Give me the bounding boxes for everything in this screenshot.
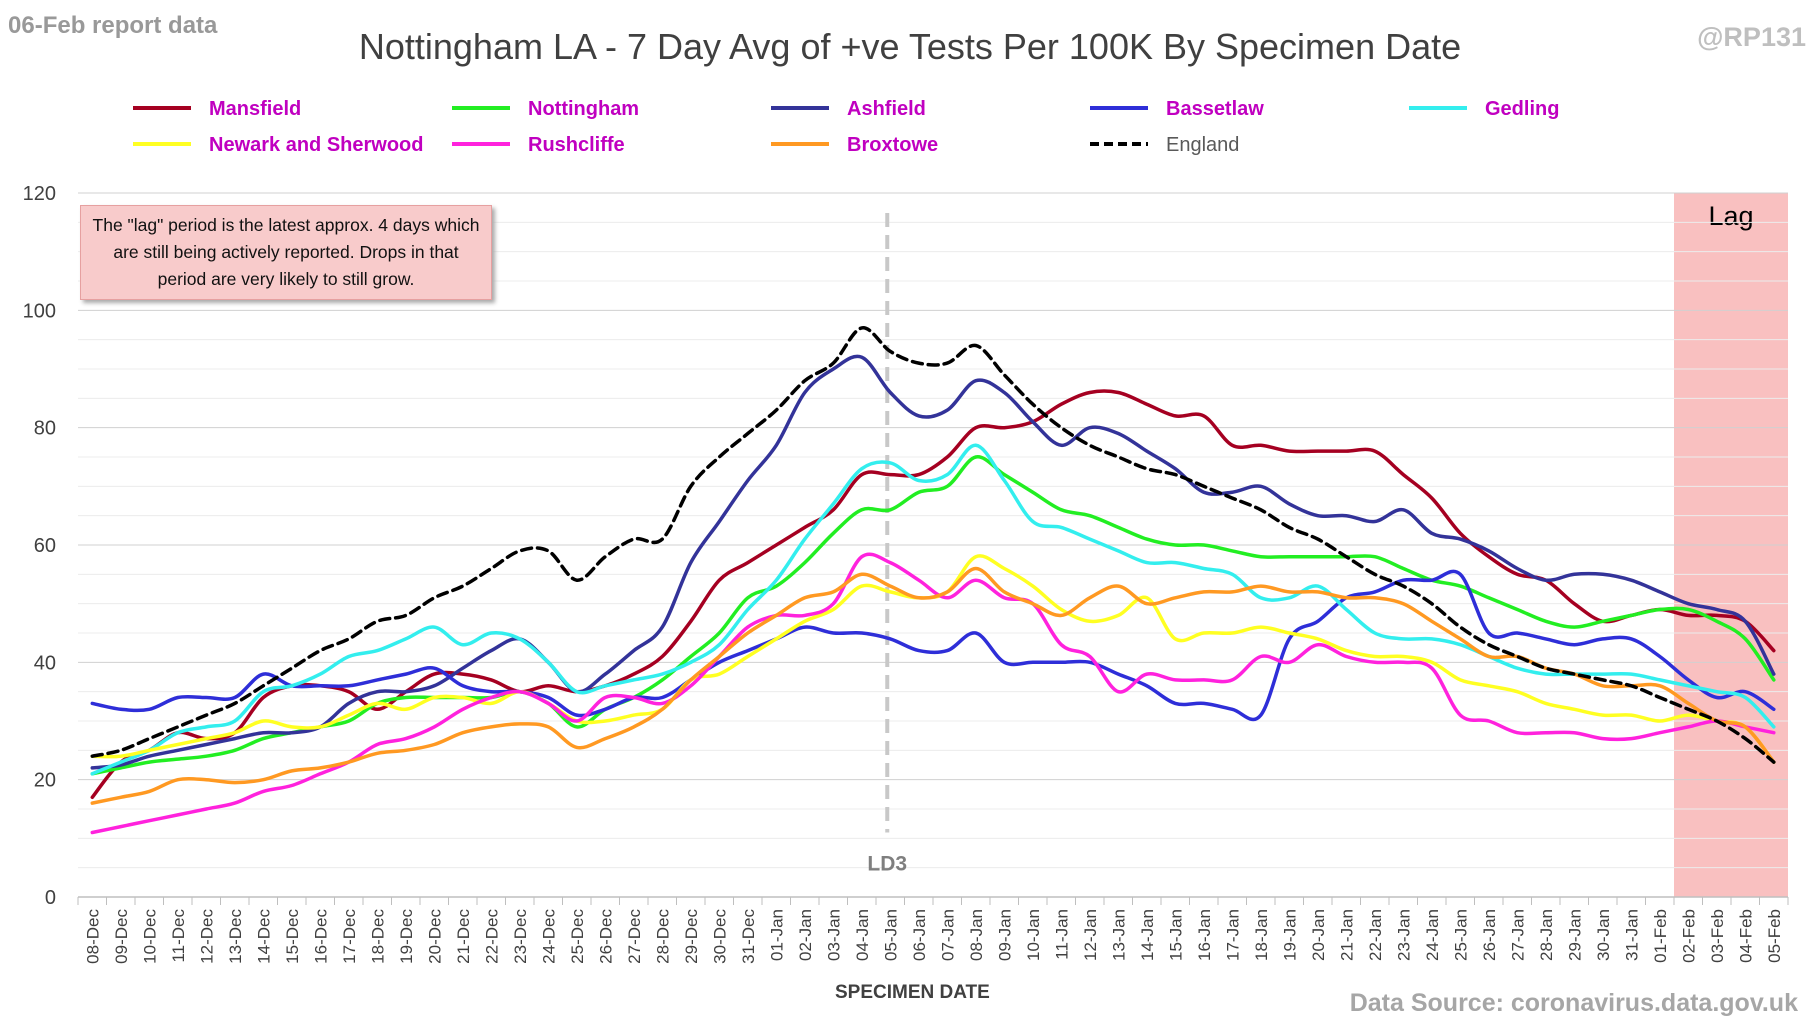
x-tick-label: 04-Jan <box>853 909 872 961</box>
x-tick-label: 18-Dec <box>368 909 387 964</box>
x-tick-label: 31-Jan <box>1622 909 1641 961</box>
x-tick-label: 23-Dec <box>511 909 530 964</box>
series-line-bassetlaw <box>90 569 1776 722</box>
author-handle: @RP131 <box>1697 22 1806 52</box>
x-tick-label: 21-Jan <box>1337 909 1356 961</box>
legend-label-rushcliffe: Rushcliffe <box>528 134 625 156</box>
x-tick-label: 25-Jan <box>1451 909 1470 961</box>
legend-label-broxtowe: Broxtowe <box>847 134 938 156</box>
legend-label-gedling: Gedling <box>1485 98 1559 120</box>
x-tick-label: 08-Jan <box>967 909 986 961</box>
x-tick-label: 03-Jan <box>824 909 843 961</box>
x-tick-label: 24-Dec <box>539 909 558 964</box>
lag-note: The "lag" period is the latest approx. 4… <box>80 205 492 300</box>
y-tick-label: 80 <box>34 418 56 440</box>
x-tick-label: 22-Jan <box>1366 909 1385 961</box>
x-tick-label: 12-Dec <box>197 909 216 964</box>
legend-label-nottingham: Nottingham <box>528 98 639 120</box>
series-line-broxtowe <box>90 566 1776 805</box>
series-line-mansfield <box>90 389 1776 800</box>
x-tick-label: 13-Dec <box>226 909 245 964</box>
x-tick-label: 09-Jan <box>995 909 1014 961</box>
x-tick-label: 15-Dec <box>283 909 302 964</box>
y-tick-label: 40 <box>34 652 56 674</box>
series-line-nottingham <box>90 455 1776 776</box>
x-tick-label: 13-Jan <box>1109 909 1128 961</box>
x-tick-label: 15-Jan <box>1166 909 1185 961</box>
x-tick-label: 20-Jan <box>1309 909 1328 961</box>
x-tick-label: 04-Feb <box>1736 909 1755 963</box>
y-tick-label: 20 <box>34 770 56 792</box>
chart-series <box>90 326 1776 835</box>
x-tick-label: 28-Dec <box>653 909 672 964</box>
x-tick-label: 09-Dec <box>112 909 131 964</box>
x-tick-label: 14-Dec <box>254 909 273 964</box>
x-tick-label: 25-Dec <box>568 909 587 964</box>
x-tick-label: 10-Jan <box>1024 909 1043 961</box>
lag-label: Lag <box>1708 201 1753 231</box>
x-tick-label: 26-Jan <box>1480 909 1499 961</box>
legend-label-bassetlaw: Bassetlaw <box>1166 98 1264 120</box>
x-tick-label: 06-Jan <box>910 909 929 961</box>
ld3-label: LD3 <box>867 852 907 875</box>
x-tick-label: 02-Feb <box>1679 909 1698 963</box>
x-tick-label: 12-Jan <box>1081 909 1100 961</box>
x-tick-label: 31-Dec <box>739 909 758 964</box>
x-tick-label: 01-Jan <box>767 909 786 961</box>
x-tick-label: 08-Dec <box>83 909 102 964</box>
x-tick-label: 02-Jan <box>796 909 815 961</box>
x-tick-label: 05-Jan <box>881 909 900 961</box>
x-tick-label: 26-Dec <box>596 909 615 964</box>
x-tick-label: 20-Dec <box>425 909 444 964</box>
chart-title: Nottingham LA - 7 Day Avg of +ve Tests P… <box>358 26 1462 67</box>
x-tick-label: 05-Feb <box>1765 909 1784 963</box>
series-line-england <box>90 326 1776 764</box>
x-tick-label: 11-Jan <box>1052 909 1071 960</box>
x-tick-label: 18-Jan <box>1252 909 1271 961</box>
y-tick-label: 120 <box>23 183 56 205</box>
x-tick-label: 19-Dec <box>397 909 416 964</box>
x-tick-label: 22-Dec <box>482 909 501 964</box>
x-tick-label: 16-Dec <box>311 909 330 964</box>
x-tick-label: 10-Dec <box>140 909 159 964</box>
legend-label-mansfield: Mansfield <box>209 98 301 120</box>
x-tick-label: 01-Feb <box>1651 909 1670 963</box>
series-line-rushcliffe <box>90 552 1776 835</box>
data-source: Data Source: coronavirus.data.gov.uk <box>1349 989 1798 1017</box>
x-tick-label: 17-Jan <box>1223 909 1242 961</box>
x-tick-label: 16-Jan <box>1195 909 1214 961</box>
y-tick-label: 60 <box>34 535 56 557</box>
x-tick-label: 28-Jan <box>1537 909 1556 961</box>
y-tick-label: 0 <box>45 887 56 909</box>
chart-gridlines <box>78 192 1788 898</box>
ld3-marker: LD3 <box>867 213 907 875</box>
chart-legend: Mansfield Nottingham Ashfield Bassetlaw Gedl… <box>133 98 1559 156</box>
x-tick-label: 30-Dec <box>710 909 729 964</box>
chart-axes: 0 20 40 60 80 100 120 08-Dec 09-Dec 10-Dec 11-Dec 1… <box>23 183 1789 964</box>
x-tick-label: 14-Jan <box>1138 909 1157 961</box>
series-line-ashfield <box>90 354 1776 770</box>
x-tick-label: 27-Jan <box>1508 909 1527 961</box>
y-tick-label: 100 <box>23 300 56 322</box>
legend-label-newark-and-sherwood: Newark and Sherwood <box>209 134 424 156</box>
x-tick-label: 29-Dec <box>682 909 701 964</box>
x-tick-label: 29-Jan <box>1565 909 1584 961</box>
x-tick-label: 07-Jan <box>938 909 957 961</box>
x-tick-label: 30-Jan <box>1594 909 1613 961</box>
x-tick-label: 21-Dec <box>454 909 473 964</box>
x-axis-label: SPECIMEN DATE <box>835 982 990 1003</box>
x-tick-label: 23-Jan <box>1394 909 1413 961</box>
x-tick-label: 11-Dec <box>169 909 188 963</box>
x-tick-label: 24-Jan <box>1423 909 1442 961</box>
legend-label-ashfield: Ashfield <box>847 98 926 120</box>
report-date-label: 06-Feb report data <box>8 12 218 39</box>
x-tick-label: 03-Feb <box>1708 909 1727 963</box>
x-tick-label: 27-Dec <box>625 909 644 964</box>
x-tick-label: 17-Dec <box>340 909 359 964</box>
legend-label-england: England <box>1166 134 1239 156</box>
x-tick-label: 19-Jan <box>1280 909 1299 961</box>
